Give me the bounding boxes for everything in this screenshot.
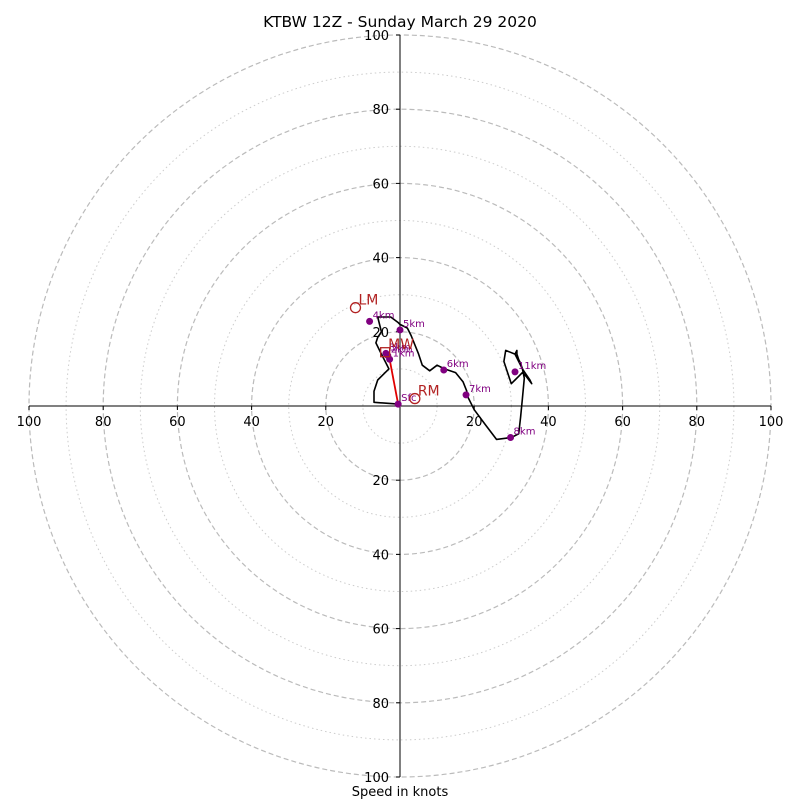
y-tick-label: 60 xyxy=(372,623,389,638)
tick-labels: 100 80 60 40 20 20 40 60 80 100100806040202040608… xyxy=(17,29,784,786)
height-marker-dot xyxy=(440,366,448,374)
x-tick-label: 80 xyxy=(689,415,706,430)
y-tick-label: 40 xyxy=(372,548,389,563)
storm-motion-markers: LM RM MW xyxy=(349,293,440,405)
shear-line xyxy=(388,359,400,405)
storm-motion-square xyxy=(380,347,391,358)
x-tick-label: 60 xyxy=(169,415,186,430)
height-marker-label: 4km xyxy=(373,310,395,321)
x-tick-label: 40 xyxy=(243,415,260,430)
y-tick-label: 100 xyxy=(364,29,389,44)
height-marker-label: Sfc xyxy=(401,393,416,404)
height-marker-dot xyxy=(462,391,470,399)
storm-motion-label: RM xyxy=(418,384,440,400)
x-tick-label: 80 xyxy=(95,415,112,430)
hodograph-trace xyxy=(373,316,533,441)
hodograph-line xyxy=(373,316,533,441)
height-marker-label: 2km xyxy=(391,345,413,356)
height-marker-dot xyxy=(394,400,402,408)
y-tick-label: 100 xyxy=(364,771,389,786)
chart-title: KTBW 12Z - Sunday March 29 2020 xyxy=(263,13,537,31)
height-marker-dot xyxy=(511,368,519,376)
storm-motion-circle xyxy=(349,302,362,314)
x-tick-label: 100 xyxy=(17,415,42,430)
height-marker-dot xyxy=(366,317,374,325)
x-tick-label: 100 xyxy=(759,415,784,430)
y-tick-label: 40 xyxy=(372,252,389,267)
height-marker-label: 7km xyxy=(469,384,491,395)
height-marker-label: 11km xyxy=(518,361,546,372)
storm-motion-label: LM xyxy=(358,293,378,309)
storm-motion-label: MW xyxy=(388,337,414,353)
height-marker-label: 8km xyxy=(514,427,536,438)
height-marker-label: 6km xyxy=(447,359,469,370)
x-tick-label: 60 xyxy=(614,415,631,430)
height-marker-label: 1km xyxy=(393,348,415,359)
y-tick-label: 20 xyxy=(372,474,389,489)
y-tick-label: 80 xyxy=(372,697,389,712)
height-marker-label: 3km xyxy=(389,342,411,353)
height-marker-dot xyxy=(382,349,390,357)
x-tick-label: 20 xyxy=(466,415,483,430)
y-tick-label: 80 xyxy=(372,103,389,118)
storm-motion-circle xyxy=(409,392,421,405)
x-axis-label: Speed in knots xyxy=(352,785,449,800)
y-tick-label: 60 xyxy=(372,177,389,192)
shear-vector xyxy=(388,359,400,405)
x-tick-label: 20 xyxy=(318,415,335,430)
x-tick-label: 40 xyxy=(540,415,557,430)
height-marker-dot xyxy=(396,326,404,334)
height-marker-label: 5km xyxy=(403,319,425,330)
height-marker-dot xyxy=(507,434,515,442)
